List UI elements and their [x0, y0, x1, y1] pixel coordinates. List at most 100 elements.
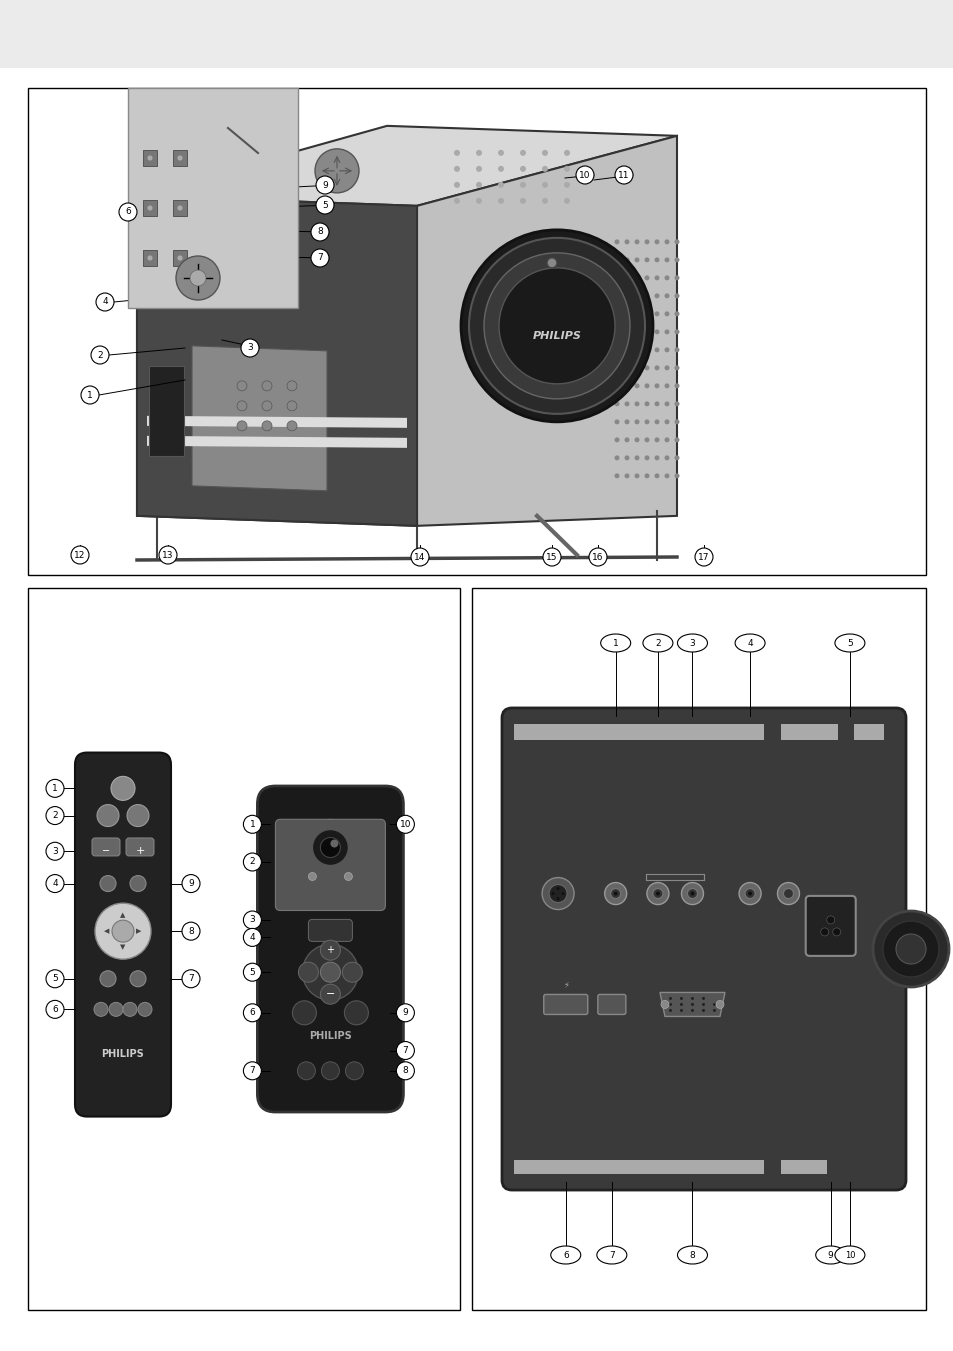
Text: 5: 5	[322, 200, 328, 209]
Bar	[172, 200, 187, 216]
Circle shape	[177, 155, 183, 161]
Circle shape	[664, 455, 669, 461]
Bar	[514, 1161, 762, 1174]
Polygon shape	[137, 196, 416, 526]
Circle shape	[302, 820, 358, 875]
Circle shape	[674, 455, 679, 461]
Text: ⚡: ⚡	[562, 979, 568, 989]
Circle shape	[654, 347, 659, 353]
Circle shape	[345, 1062, 363, 1079]
Circle shape	[624, 311, 629, 316]
Circle shape	[94, 1002, 108, 1016]
Circle shape	[546, 258, 557, 267]
Ellipse shape	[834, 634, 864, 653]
Text: 9: 9	[322, 181, 328, 189]
Circle shape	[243, 1062, 261, 1079]
Circle shape	[644, 438, 649, 442]
Circle shape	[668, 1009, 671, 1012]
Circle shape	[177, 255, 183, 261]
Text: 7: 7	[250, 1066, 255, 1075]
Text: 4: 4	[746, 639, 752, 647]
Circle shape	[654, 438, 659, 442]
Circle shape	[687, 889, 697, 898]
Text: 6: 6	[562, 1251, 568, 1259]
Circle shape	[634, 401, 639, 407]
Text: 3: 3	[689, 639, 695, 647]
Circle shape	[236, 401, 247, 411]
Text: 4: 4	[52, 880, 58, 888]
Text: +: +	[135, 846, 145, 857]
Circle shape	[320, 940, 340, 961]
Polygon shape	[416, 136, 677, 526]
Circle shape	[610, 889, 620, 898]
FancyBboxPatch shape	[598, 994, 625, 1015]
Circle shape	[498, 267, 615, 384]
Text: 8: 8	[402, 1066, 408, 1075]
Text: 10: 10	[843, 1251, 854, 1259]
Circle shape	[644, 384, 649, 388]
Circle shape	[654, 311, 659, 316]
Circle shape	[654, 257, 659, 262]
Circle shape	[112, 920, 133, 942]
Circle shape	[652, 889, 662, 898]
Circle shape	[674, 347, 679, 353]
Circle shape	[312, 830, 348, 866]
Text: 11: 11	[618, 170, 629, 180]
Circle shape	[644, 455, 649, 461]
Circle shape	[96, 293, 113, 311]
Circle shape	[311, 223, 329, 240]
Circle shape	[541, 197, 547, 204]
Bar	[128, 88, 297, 308]
Circle shape	[287, 422, 296, 431]
Circle shape	[679, 1002, 682, 1006]
Circle shape	[624, 455, 629, 461]
Circle shape	[624, 276, 629, 281]
Circle shape	[644, 239, 649, 245]
Circle shape	[634, 276, 639, 281]
Circle shape	[320, 962, 340, 982]
Circle shape	[624, 257, 629, 262]
Ellipse shape	[597, 1246, 626, 1265]
Circle shape	[123, 1002, 137, 1016]
Circle shape	[668, 1002, 671, 1006]
Text: PHILIPS: PHILIPS	[532, 331, 580, 340]
Circle shape	[549, 885, 566, 902]
Circle shape	[243, 928, 261, 947]
Ellipse shape	[735, 634, 764, 653]
Circle shape	[674, 311, 679, 316]
Circle shape	[497, 166, 503, 172]
Circle shape	[614, 384, 618, 388]
Circle shape	[476, 197, 481, 204]
Text: 2: 2	[52, 811, 58, 820]
Circle shape	[182, 874, 200, 893]
Circle shape	[396, 1042, 414, 1059]
Circle shape	[541, 150, 547, 155]
Bar	[28, 88, 925, 576]
Circle shape	[674, 401, 679, 407]
Bar	[143, 200, 157, 216]
Circle shape	[177, 205, 183, 211]
Circle shape	[895, 934, 925, 965]
FancyBboxPatch shape	[91, 838, 120, 857]
Circle shape	[634, 239, 639, 245]
Circle shape	[660, 1001, 668, 1008]
Circle shape	[46, 842, 64, 861]
Polygon shape	[192, 346, 327, 490]
Polygon shape	[147, 436, 407, 447]
Circle shape	[777, 882, 799, 905]
Text: 1: 1	[250, 820, 255, 828]
Circle shape	[556, 897, 559, 900]
Circle shape	[614, 347, 618, 353]
Circle shape	[644, 330, 649, 334]
FancyBboxPatch shape	[126, 838, 153, 857]
Circle shape	[716, 1001, 723, 1008]
Circle shape	[820, 928, 828, 936]
Circle shape	[396, 1062, 414, 1079]
Circle shape	[674, 257, 679, 262]
Text: 7: 7	[402, 1046, 408, 1055]
Circle shape	[712, 1002, 716, 1006]
Circle shape	[644, 401, 649, 407]
Text: 2: 2	[250, 858, 255, 866]
Text: 7: 7	[608, 1251, 614, 1259]
Circle shape	[551, 892, 554, 896]
